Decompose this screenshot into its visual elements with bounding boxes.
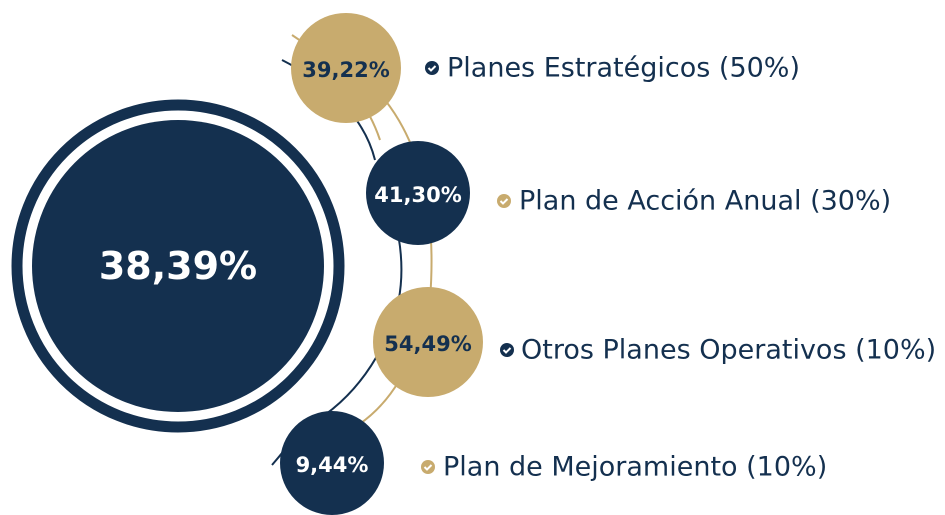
bullet <box>500 343 514 357</box>
item-value: 9,44% <box>296 453 369 477</box>
check <box>423 464 433 471</box>
item-label: Plan de Acción Anual (30%) <box>519 186 891 217</box>
bullet <box>425 61 439 75</box>
item-circle <box>291 13 401 123</box>
main-circle <box>32 120 324 412</box>
item-value: 41,30% <box>374 183 461 207</box>
outer-ring <box>11 99 345 433</box>
check <box>499 198 509 205</box>
item-label: Plan de Mejoramiento (10%) <box>443 452 827 483</box>
item-circle <box>280 411 384 515</box>
bullet <box>421 460 435 474</box>
item-circle <box>366 141 470 245</box>
item-value: 54,49% <box>384 332 471 356</box>
bullet <box>497 194 511 208</box>
item-label: Planes Estratégicos (50%) <box>447 53 800 84</box>
item-label: Otros Planes Operativos (10%) <box>521 335 936 366</box>
check <box>427 65 437 72</box>
item-circle <box>373 287 483 397</box>
item-value: 39,22% <box>302 58 389 82</box>
check <box>502 347 512 354</box>
total-value: 38,39% <box>99 244 257 288</box>
